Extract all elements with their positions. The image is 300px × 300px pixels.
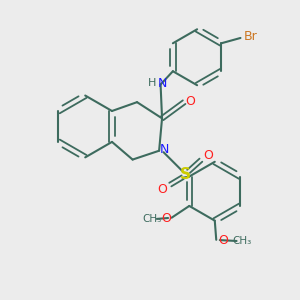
Text: O: O [218, 234, 228, 247]
Text: S: S [180, 167, 191, 182]
Text: N: N [158, 76, 167, 89]
Text: O: O [161, 212, 171, 225]
Text: Br: Br [244, 30, 258, 43]
Text: O: O [204, 149, 214, 162]
Text: H: H [148, 78, 156, 88]
Text: O: O [186, 95, 196, 108]
Text: CH₃: CH₃ [142, 214, 161, 224]
Text: N: N [160, 143, 169, 156]
Text: O: O [158, 182, 168, 196]
Text: CH₃: CH₃ [233, 236, 252, 246]
